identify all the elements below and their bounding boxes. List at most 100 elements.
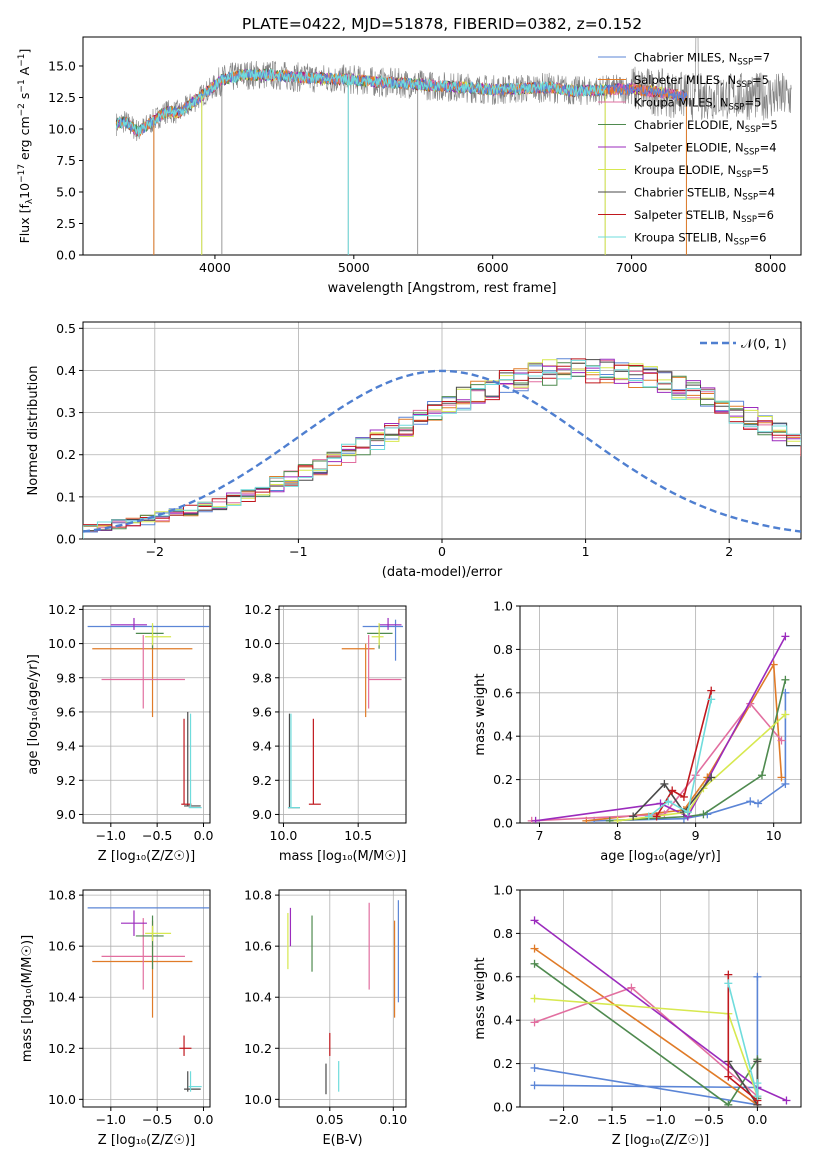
errorbar-point-ks [188,713,202,809]
y-tick-label: 0.4 [493,729,513,744]
legend-count: =6 [749,231,766,245]
axes-frame [278,889,407,1108]
errorbar-point-ce [135,915,164,970]
legend-sub: SSP [737,58,753,68]
x-axis-label: Z [log₁₀(Z/Z☉)] [98,1133,195,1148]
legend-count: =7 [753,51,770,65]
panel-age-vs-metallicity: −1.0 −0.5 0.0 9.0 9.2 9.4 9.6 9.8 10.0 10.2 Z [log… [26,602,213,864]
series-marker-sm [777,773,786,782]
residual-hist-ss [83,358,801,539]
y-tick-label: 9.0 [252,807,272,822]
series-marker-ks [753,1079,762,1088]
x-tick-label: 0 [438,544,446,559]
y-tick-label: 0.2 [56,447,76,462]
axes-frame [82,889,211,1108]
mass-weight-lines [527,632,790,823]
axes-frame [519,605,802,824]
series-marker-ce [699,810,708,819]
x-tick-label: 8000 [755,260,787,275]
x-tick-label: 7000 [616,260,648,275]
x-axis-label: E(B-V) [322,1133,362,1148]
y-axis-label: Flux [fλ10−17 erg cm−2 s−1 A−1] [17,49,35,244]
errorbar-point-ss [308,718,321,805]
histograms [83,358,801,539]
series-line-ce [534,963,759,1106]
axes: −2.0 −1.5 −1.0 −0.5 0.0 0.0 0.2 0.4 0.6 0.8 1.0 Z [… [473,883,802,1148]
errorbar-point-km [101,918,185,990]
x-tick-label: 10.5 [344,828,372,843]
normal-curve [83,369,801,533]
axes: 4000 5000 6000 7000 8000 0.0 2.5 5.0 7.5 10.0 12.5… [48,36,802,296]
y-tick-label: 12.5 [48,90,76,105]
errorbar-point-ke [145,623,172,646]
panel-massweight-vs-metallicity: −2.0 −1.5 −1.0 −0.5 0.0 0.0 0.2 0.4 0.6 0.8 1.0 Z [… [473,883,802,1148]
y-axis-label: mass weight [473,957,488,1039]
series-marker-ss [724,1072,733,1081]
errorbar-point-ss [181,718,192,805]
axes: −2 −1 0 1 2 0.0 0.1 0.2 0.3 0.4 0.5 (data-model)/er… [26,321,802,580]
axes: −1.0 −0.5 0.0 10.0 10.2 10.4 10.6 10.8 Z [log₁₀(… [20,888,213,1148]
y-tick-label: 10.0 [244,1092,272,1107]
legend-sub: SSP [734,238,750,248]
panel-mass-vs-ebv: 0.05 0.10 10.0 10.2 10.4 10.6 10.8 E(B-V) [244,888,407,1148]
panel-spectrum: 4000 5000 6000 7000 8000 0.0 2.5 5.0 7.5 10.0 12.5… [17,36,802,296]
x-tick-label: −1.0 [96,1112,126,1127]
errorbar-point-se [121,910,147,936]
x-axis-label: Z [log₁₀(Z/Z☉)] [98,849,195,864]
series-marker-ce [530,959,539,968]
x-tick-label: −1.5 [597,1112,627,1127]
y-tick-label: 0.0 [56,532,76,547]
plot-area [83,322,801,540]
legend-name: Salpeter MILES, N [634,73,736,87]
errorbar-point-sm [92,643,193,718]
y-tick-label: 0.8 [493,642,513,657]
legend-name: Kroupa ELODIE, N [634,163,736,177]
legend-entry-cs: Chabrier STELIB, NSSP=4 [634,186,775,203]
y-tick-label: 10.8 [48,888,76,903]
y-tick-label: 9.4 [56,739,76,754]
series-marker-se [531,816,540,823]
series-marker-ce [605,816,614,823]
y-tick-label: 0.6 [493,685,513,700]
series-marker-km [777,736,786,745]
y-label-part: s [17,93,32,104]
series-marker-ce [781,675,790,684]
y-tick-label: 0.1 [56,489,76,504]
y-tick-label: 0.5 [56,321,76,336]
y-tick-label: 7.5 [56,153,76,168]
axes: 7 8 9 10 0.0 0.2 0.4 0.6 0.8 1.0 age [log₁₀(age/yr… [473,599,802,864]
errorbar-point-km [368,635,402,709]
y-tick-label: 9.8 [252,670,272,685]
y-tick-label: 10.0 [48,121,76,136]
legend-sub: SSP [736,170,752,180]
legend-count: =5 [752,163,769,177]
y-tick-label: 2.5 [56,216,76,231]
legend-sub: SSP [744,148,760,158]
x-tick-label: 10 [766,828,782,843]
series-marker-ks [753,1092,762,1101]
figure-title: PLATE=0422, MJD=51878, FIBERID=0382, z=0… [242,15,642,33]
legend-entry-sm: Salpeter MILES, NSSP=5 [634,73,769,90]
y-tick-label: 15.0 [48,58,76,73]
x-tick-label: 4000 [199,260,231,275]
series-line-sm [534,947,759,1107]
axes-frame [278,605,407,824]
x-tick-label: 0.05 [316,1112,344,1127]
legend-count: =4 [758,186,775,200]
panel-massweight-vs-age: 7 8 9 10 0.0 0.2 0.4 0.6 0.8 1.0 age [log₁₀(age/yr… [473,599,802,864]
y-label-part: A [17,66,32,79]
errorbar-point-ss [179,1035,192,1056]
y-tick-label: 10.8 [244,888,272,903]
y-tick-label: 0.0 [493,1100,513,1115]
series-marker-ks [644,812,653,821]
series-marker-cm [754,799,763,808]
y-tick-label: 10.2 [48,602,76,617]
y-label-part: erg cm [17,116,32,164]
y-tick-label: 9.2 [252,773,272,788]
y-tick-label: 9.0 [56,807,76,822]
y-tick-label: 0.4 [493,1013,513,1028]
x-tick-label: 0.0 [194,1112,214,1127]
y-tick-label: 9.2 [56,773,76,788]
series-marker-ks [707,695,716,704]
mass-weight-lines [530,916,791,1107]
